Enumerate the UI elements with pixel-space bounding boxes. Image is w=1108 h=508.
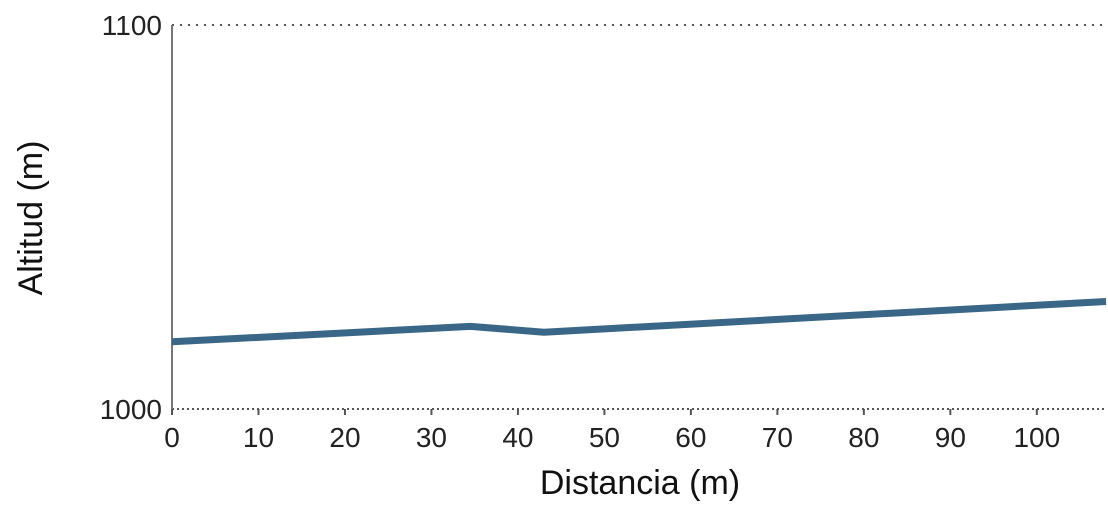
x-tick-label: 30 [416, 422, 447, 453]
x-tick-label: 10 [243, 422, 274, 453]
x-tick-label: 50 [589, 422, 620, 453]
y-tick-label: 1000 [100, 394, 162, 425]
x-axis-title: Distancia (m) [540, 464, 740, 502]
x-tick-label: 60 [675, 422, 706, 453]
x-tick-label: 70 [762, 422, 793, 453]
x-tick-label: 90 [935, 422, 966, 453]
series-layer [171, 298, 1107, 346]
x-tick-label: 0 [164, 422, 180, 453]
y-axis-title: Altitud (m) [12, 141, 50, 296]
x-axis-ticks: 0 10 20 30 40 50 60 70 80 90 100 [164, 409, 1060, 453]
x-tick-label: 20 [329, 422, 360, 453]
x-tick-label: 100 [1013, 422, 1060, 453]
x-tick-label: 40 [502, 422, 533, 453]
y-axis-ticks: 1000 1100 [100, 10, 162, 425]
series-line [171, 298, 1107, 346]
y-tick-label: 1100 [102, 10, 162, 41]
x-tick-label: 80 [848, 422, 879, 453]
